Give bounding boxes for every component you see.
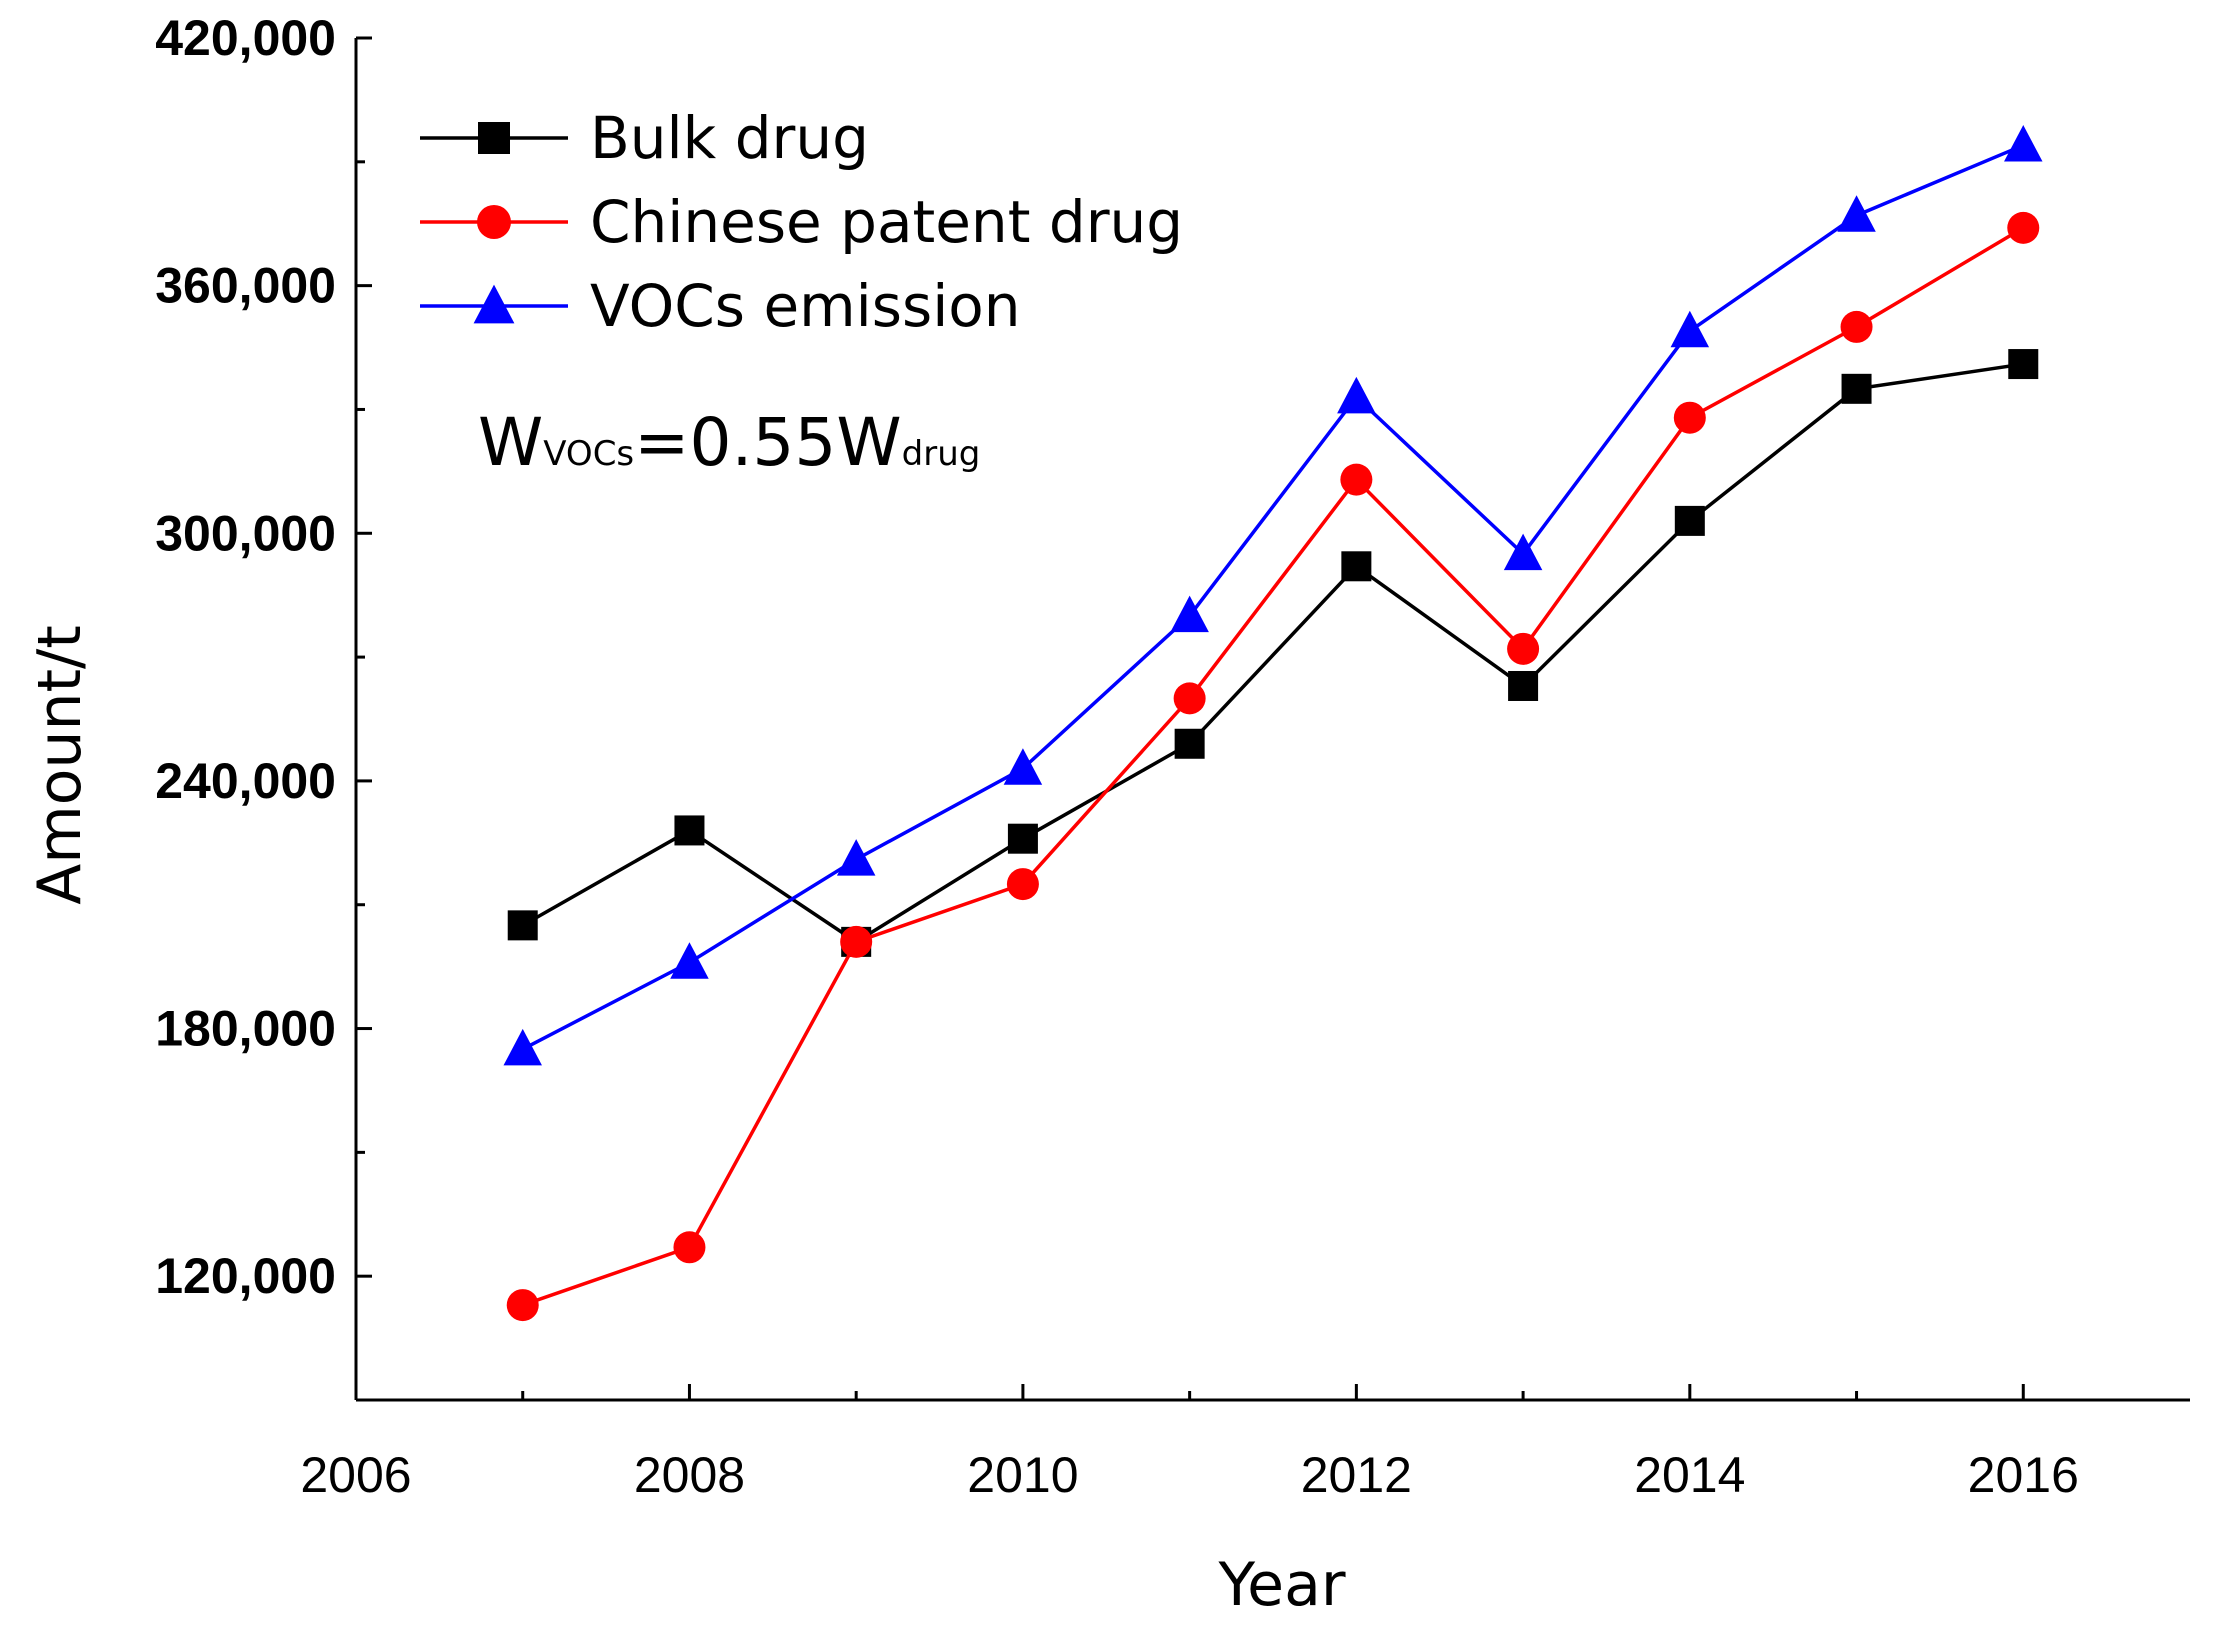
data-point — [1006, 868, 1039, 901]
data-point — [2007, 211, 2040, 244]
data-point — [506, 1289, 539, 1322]
data-point — [1674, 505, 1705, 536]
legend: Bulk drug Chinese patent drug VOCs emissio… — [420, 104, 1183, 340]
series-chinese-patent-drug — [506, 211, 2040, 1322]
series-line — [521, 143, 2024, 1051]
x-tick-label: 2016 — [1968, 1447, 2079, 1503]
x-tick-label: 2014 — [1634, 1447, 1745, 1503]
data-point — [1837, 195, 1876, 232]
data-point — [507, 910, 538, 941]
legend-label: Chinese patent drug — [590, 188, 1183, 256]
legend-label: Bulk drug — [590, 104, 869, 172]
data-point — [1341, 551, 1372, 582]
data-point — [836, 839, 876, 876]
formula-mid: =0.55W — [634, 404, 902, 481]
data-point — [1503, 533, 1543, 571]
legend-label: VOCs emission — [590, 272, 1021, 340]
y-tick-label: 360,000 — [155, 258, 336, 314]
series-line — [522, 226, 2025, 1307]
x-tick-label: 2010 — [967, 1447, 1078, 1503]
data-point — [1673, 401, 1706, 434]
x-axis-label: Year — [1217, 1550, 1345, 1620]
data-point — [670, 942, 709, 979]
series-bulk-drug — [507, 349, 2039, 957]
data-point — [1173, 682, 1206, 715]
legend-marker — [478, 122, 510, 154]
data-point — [1507, 632, 1540, 665]
data-point — [1670, 310, 1710, 348]
legend-marker — [477, 205, 511, 239]
data-point — [1174, 728, 1205, 759]
x-tick-label: 2012 — [1301, 1447, 1412, 1503]
data-point — [1340, 463, 1373, 496]
series-layer — [503, 125, 2043, 1322]
data-point — [1508, 670, 1539, 701]
y-axis-label: Amount/t — [25, 625, 95, 905]
data-point — [1337, 376, 1376, 414]
data-point — [503, 1028, 542, 1066]
data-point — [1840, 310, 1873, 343]
formula-sub-drug: drug — [902, 434, 981, 474]
data-point — [1841, 373, 1872, 404]
x-tick-label: 2006 — [300, 1447, 411, 1503]
y-tick-label: 180,000 — [155, 1001, 336, 1057]
formula-annotation: WVOCs=0.55Wdrug — [478, 404, 980, 481]
formula-w: W — [478, 404, 543, 481]
data-point — [1007, 823, 1038, 854]
data-point — [673, 1231, 706, 1264]
y-tick-label: 120,000 — [155, 1248, 336, 1304]
y-tick-label: 420,000 — [155, 10, 336, 66]
series-vocs-emission — [503, 125, 2043, 1066]
axes — [354, 36, 2190, 1402]
data-point — [674, 815, 705, 846]
formula-sub-vocs: VOCs — [543, 434, 634, 474]
y-tick-label: 240,000 — [155, 753, 336, 809]
data-point — [1170, 595, 1209, 633]
tick-labels: 120,000 180,000 240,000 300,000 360,000 420,0… — [155, 10, 2079, 1503]
legend-marker — [473, 284, 515, 324]
data-point — [840, 925, 873, 958]
x-tick-label: 2008 — [634, 1447, 745, 1503]
data-point — [2004, 125, 2043, 162]
y-tick-label: 300,000 — [155, 505, 336, 561]
data-point — [1003, 748, 1043, 785]
series-line — [521, 362, 2024, 944]
data-point — [2008, 349, 2039, 380]
